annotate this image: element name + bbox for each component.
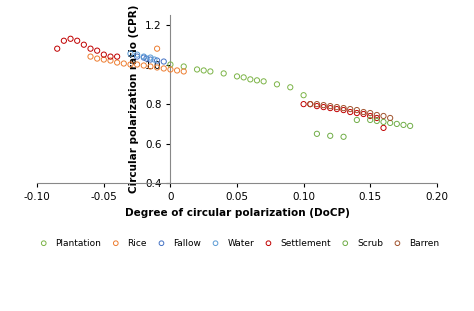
Rice — [107, 58, 114, 63]
Plantation — [260, 79, 267, 84]
Barren — [340, 106, 347, 111]
Plantation — [273, 82, 281, 87]
Scrub — [340, 134, 347, 139]
Plantation — [200, 68, 208, 73]
Barren — [380, 114, 387, 118]
Water — [146, 55, 154, 60]
Settlement — [333, 107, 341, 112]
Fallow — [153, 58, 161, 63]
Settlement — [87, 46, 94, 51]
Barren — [360, 109, 367, 114]
Barren — [386, 115, 394, 120]
Rice — [167, 67, 174, 72]
Scrub — [353, 118, 361, 123]
Plantation — [286, 85, 294, 90]
Plantation — [300, 93, 307, 98]
Barren — [346, 107, 354, 112]
Barren — [313, 102, 321, 107]
Settlement — [366, 114, 374, 118]
Plantation — [207, 69, 214, 74]
Barren — [307, 102, 314, 107]
Settlement — [360, 112, 367, 117]
Barren — [373, 113, 381, 118]
Scrub — [373, 118, 381, 123]
Plantation — [233, 74, 241, 79]
Plantation — [220, 71, 228, 76]
Legend: Plantation, Rice, Fallow, Water, Settlement, Scrub, Barren: Plantation, Rice, Fallow, Water, Settlem… — [31, 235, 443, 251]
Rice — [160, 66, 167, 71]
Water — [133, 52, 141, 57]
Rice — [153, 46, 161, 51]
Settlement — [300, 102, 307, 107]
Scrub — [400, 123, 407, 128]
X-axis label: Degree of circular polarization (DoCP): Degree of circular polarization (DoCP) — [125, 208, 349, 218]
Scrub — [327, 133, 334, 138]
Settlement — [313, 104, 321, 109]
Settlement — [60, 38, 68, 43]
Settlement — [100, 52, 108, 57]
Water — [127, 51, 134, 56]
Plantation — [180, 64, 188, 69]
Scrub — [386, 120, 394, 125]
Settlement — [54, 46, 61, 51]
Scrub — [380, 119, 387, 124]
Plantation — [193, 67, 201, 72]
Settlement — [340, 108, 347, 113]
Settlement — [80, 42, 88, 47]
Rice — [87, 54, 94, 59]
Rice — [100, 57, 108, 62]
Settlement — [320, 104, 328, 109]
Rice — [120, 61, 128, 66]
Settlement — [327, 106, 334, 111]
Settlement — [93, 48, 101, 53]
Settlement — [67, 36, 74, 41]
Plantation — [240, 75, 247, 80]
Plantation — [246, 77, 254, 82]
Water — [140, 54, 147, 59]
Fallow — [143, 56, 150, 61]
Settlement — [353, 110, 361, 115]
Rice — [133, 62, 141, 67]
Rice — [113, 60, 121, 65]
Scrub — [313, 131, 321, 136]
Scrub — [366, 118, 374, 123]
Settlement — [380, 125, 387, 130]
Settlement — [73, 38, 81, 43]
Barren — [353, 108, 361, 113]
Settlement — [113, 54, 121, 59]
Barren — [320, 103, 328, 108]
Rice — [173, 68, 181, 73]
Rice — [146, 64, 154, 69]
Settlement — [307, 102, 314, 107]
Water — [151, 57, 158, 62]
Rice — [93, 56, 101, 61]
Settlement — [346, 109, 354, 114]
Barren — [327, 104, 334, 109]
Scrub — [406, 123, 414, 128]
Plantation — [167, 62, 174, 67]
Scrub — [393, 121, 401, 126]
Plantation — [253, 78, 261, 83]
Settlement — [107, 54, 114, 59]
Settlement — [373, 115, 381, 120]
Barren — [366, 110, 374, 115]
Rice — [180, 69, 188, 74]
Fallow — [146, 57, 154, 62]
Y-axis label: Circular polarization ratio (CPR): Circular polarization ratio (CPR) — [129, 5, 139, 193]
Rice — [153, 65, 161, 70]
Fallow — [160, 59, 167, 64]
Rice — [127, 62, 134, 67]
Rice — [140, 63, 147, 68]
Barren — [333, 104, 341, 109]
Fallow — [140, 55, 147, 60]
Fallow — [133, 54, 141, 59]
